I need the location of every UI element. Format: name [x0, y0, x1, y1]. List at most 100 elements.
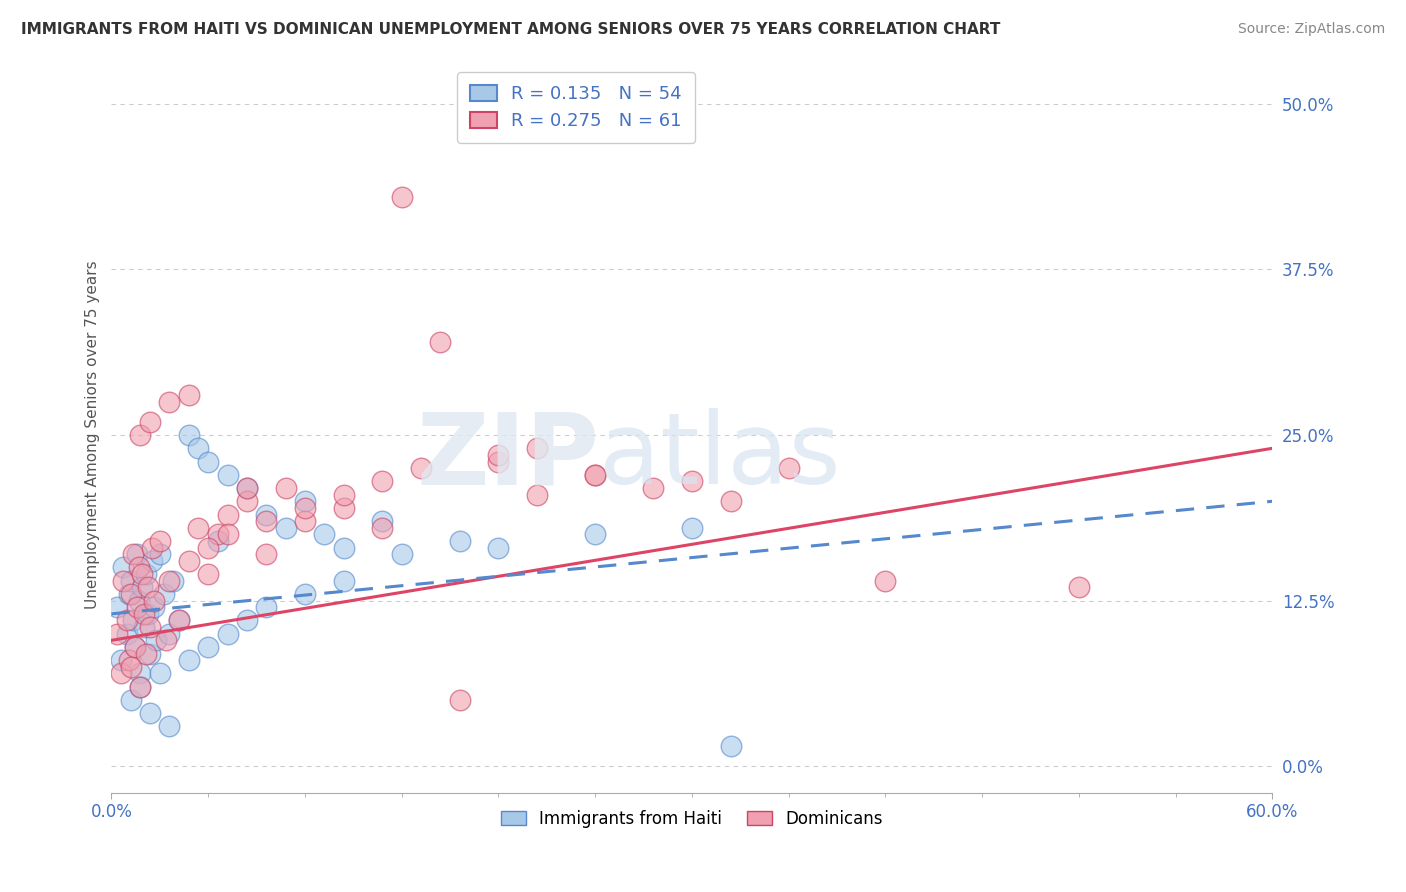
Point: [141, 554, 163, 568]
Point: [254, 508, 277, 522]
Point: [128, 593, 150, 607]
Point: [254, 600, 277, 615]
Point: [131, 567, 153, 582]
Point: [274, 521, 297, 535]
Text: IMMIGRANTS FROM HAITI VS DOMINICAN UNEMPLOYMENT AMONG SENIORS OVER 75 YEARS CORR: IMMIGRANTS FROM HAITI VS DOMINICAN UNEMP…: [21, 22, 1001, 37]
Point: [486, 448, 509, 462]
Point: [720, 494, 742, 508]
Point: [149, 534, 172, 549]
Point: [197, 541, 219, 555]
Point: [1067, 580, 1090, 594]
Point: [129, 680, 152, 694]
Point: [115, 626, 138, 640]
Point: [167, 614, 190, 628]
Point: [217, 527, 239, 541]
Legend: Immigrants from Haiti, Dominicans: Immigrants from Haiti, Dominicans: [495, 803, 890, 834]
Point: [121, 614, 143, 628]
Point: [332, 488, 354, 502]
Point: [111, 560, 134, 574]
Point: [254, 547, 277, 561]
Point: [526, 488, 548, 502]
Point: [197, 640, 219, 654]
Point: [159, 719, 181, 733]
Point: [254, 514, 277, 528]
Point: [125, 600, 148, 615]
Point: [141, 541, 163, 555]
Point: [136, 580, 159, 594]
Point: [371, 514, 394, 528]
Point: [139, 706, 162, 721]
Point: [110, 653, 132, 667]
Point: [778, 461, 800, 475]
Point: [159, 626, 181, 640]
Point: [120, 693, 142, 707]
Point: [217, 467, 239, 482]
Point: [139, 620, 162, 634]
Point: [134, 620, 156, 634]
Point: [124, 640, 146, 654]
Point: [294, 500, 316, 515]
Point: [177, 388, 200, 402]
Point: [643, 481, 665, 495]
Point: [197, 454, 219, 468]
Point: [332, 541, 354, 555]
Point: [115, 614, 138, 628]
Point: [391, 189, 413, 203]
Point: [139, 415, 162, 429]
Point: [159, 574, 181, 588]
Point: [207, 527, 229, 541]
Point: [187, 521, 209, 535]
Text: Source: ZipAtlas.com: Source: ZipAtlas.com: [1237, 22, 1385, 37]
Point: [332, 500, 354, 515]
Point: [177, 428, 200, 442]
Point: [371, 521, 394, 535]
Y-axis label: Unemployment Among Seniors over 75 years: Unemployment Among Seniors over 75 years: [86, 260, 100, 609]
Point: [526, 442, 548, 456]
Point: [391, 547, 413, 561]
Point: [121, 547, 143, 561]
Point: [583, 467, 606, 482]
Point: [486, 454, 509, 468]
Point: [143, 593, 166, 607]
Text: atlas: atlas: [599, 408, 841, 505]
Point: [143, 600, 166, 615]
Point: [124, 640, 146, 654]
Point: [187, 442, 209, 456]
Point: [207, 534, 229, 549]
Point: [236, 481, 259, 495]
Point: [294, 494, 316, 508]
Point: [449, 534, 471, 549]
Point: [236, 494, 259, 508]
Point: [129, 428, 152, 442]
Point: [111, 574, 134, 588]
Point: [332, 574, 354, 588]
Point: [110, 666, 132, 681]
Point: [217, 508, 239, 522]
Point: [486, 541, 509, 555]
Point: [162, 574, 184, 588]
Point: [152, 587, 174, 601]
Point: [128, 560, 150, 574]
Point: [314, 527, 336, 541]
Point: [135, 647, 157, 661]
Point: [197, 567, 219, 582]
Point: [583, 527, 606, 541]
Point: [134, 607, 156, 621]
Point: [149, 547, 172, 561]
Point: [136, 607, 159, 621]
Point: [681, 475, 703, 489]
Point: [236, 614, 259, 628]
Text: ZIP: ZIP: [416, 408, 599, 505]
Point: [139, 647, 162, 661]
Point: [131, 580, 153, 594]
Point: [294, 514, 316, 528]
Point: [118, 587, 141, 601]
Point: [129, 680, 152, 694]
Point: [149, 666, 172, 681]
Point: [274, 481, 297, 495]
Point: [177, 554, 200, 568]
Point: [105, 626, 128, 640]
Point: [720, 739, 742, 754]
Point: [875, 574, 897, 588]
Point: [105, 600, 128, 615]
